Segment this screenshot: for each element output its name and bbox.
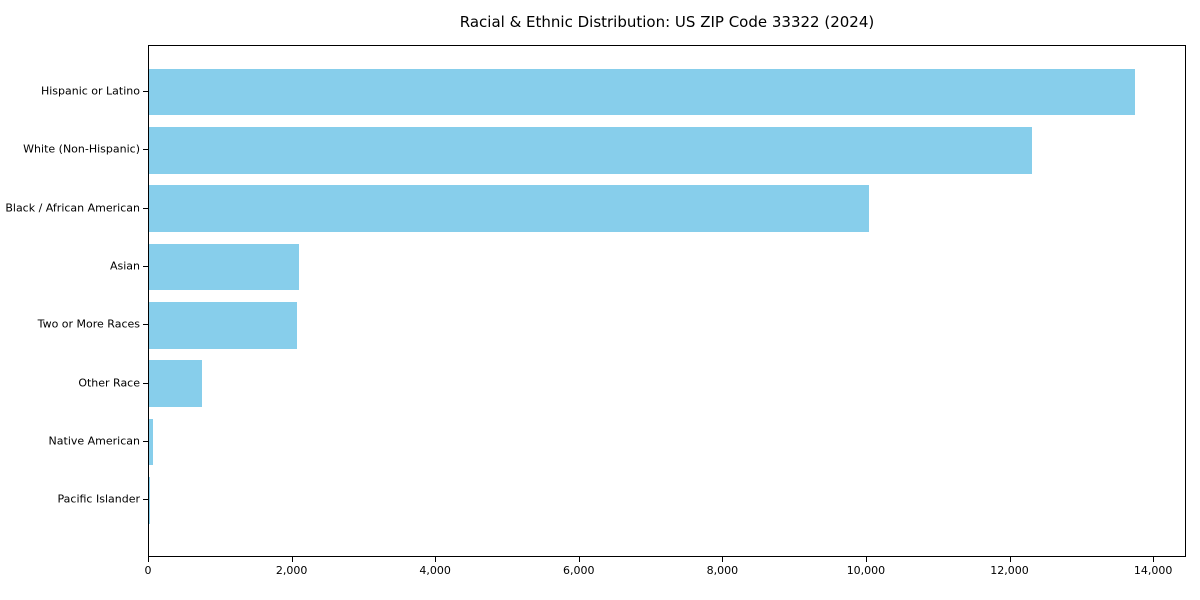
y-tick-mark xyxy=(143,382,148,384)
x-tick-mark xyxy=(1153,557,1155,562)
x-tick-mark xyxy=(578,557,580,562)
plot-area xyxy=(148,45,1186,557)
y-tick-label-native-american: Native American xyxy=(48,434,140,448)
x-tick-mark xyxy=(291,557,293,562)
bar-white-non-hispanic xyxy=(149,127,1033,174)
y-tick-mark xyxy=(143,440,148,442)
x-tick-mark xyxy=(1009,557,1011,562)
y-tick-label-other-race: Other Race xyxy=(78,376,140,390)
y-tick-mark xyxy=(143,499,148,501)
y-tick-label-white-non-hispanic: White (Non-Hispanic) xyxy=(23,142,140,156)
chart-title: Racial & Ethnic Distribution: US ZIP Cod… xyxy=(459,13,875,31)
bar-two-or-more-races xyxy=(149,302,297,349)
bar-other-race xyxy=(149,360,203,407)
y-tick-mark xyxy=(143,266,148,267)
x-tick-mark xyxy=(148,557,149,562)
y-tick-label-two-or-more-races: Two or More Races xyxy=(37,317,140,331)
x-tick-label-0: 0 xyxy=(144,564,152,577)
x-tick-mark xyxy=(865,557,867,562)
x-tick-mark xyxy=(435,557,437,562)
y-tick-mark xyxy=(143,324,148,326)
bar-pacific-islander xyxy=(149,476,150,524)
x-tick-label-2000: 2,000 xyxy=(275,564,308,577)
x-tick-label-6000: 6,000 xyxy=(563,564,595,577)
x-tick-mark xyxy=(722,557,724,562)
bar-hispanic-or-latino xyxy=(149,68,1136,116)
bar-native-american xyxy=(149,418,153,466)
y-tick-label-pacific-islander: Pacific Islander xyxy=(57,492,140,506)
x-tick-label-10000: 10,000 xyxy=(846,564,886,577)
x-tick-label-14000: 14,000 xyxy=(1133,564,1173,577)
bar-asian xyxy=(149,243,300,291)
y-tick-mark xyxy=(143,149,148,151)
y-tick-label-asian: Asian xyxy=(109,259,140,273)
x-tick-label-4000: 4,000 xyxy=(419,564,451,577)
bar-black-african-american xyxy=(149,185,870,232)
y-tick-label-black-african-american: Black / African American xyxy=(5,201,140,215)
x-tick-label-8000: 8,000 xyxy=(706,564,739,577)
y-tick-mark xyxy=(143,207,148,209)
y-tick-label-hispanic-or-latino: Hispanic or Latino xyxy=(40,84,140,98)
y-tick-mark xyxy=(143,91,148,93)
x-tick-label-12000: 12,000 xyxy=(990,564,1029,577)
